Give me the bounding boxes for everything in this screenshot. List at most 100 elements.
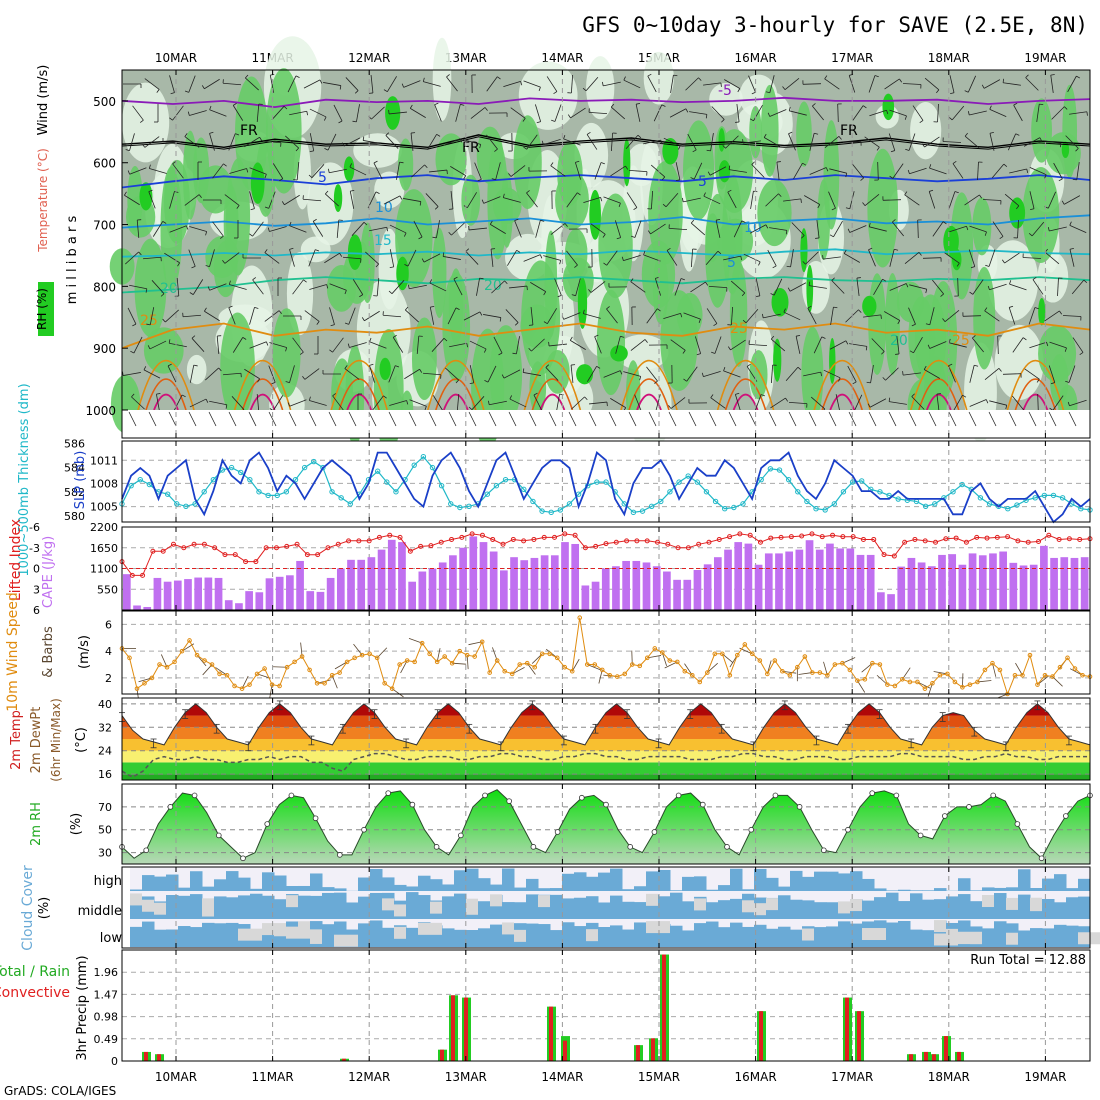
wind-barb-flag (1064, 347, 1067, 352)
wind-barb (864, 136, 880, 148)
wind-barb-flag (204, 307, 207, 312)
thickness-point (703, 489, 710, 495)
rh-dry-cell (432, 37, 452, 122)
isotherm-label: 20 (160, 281, 178, 297)
lifted-index-point (994, 534, 1000, 540)
wind-barb (436, 648, 441, 662)
lifted-index-point (150, 548, 156, 554)
cloud-gap (466, 902, 478, 915)
wind-barb (471, 396, 485, 410)
wind-barb (997, 335, 999, 355)
lifted-index-point (685, 545, 691, 551)
rh-point (1063, 813, 1069, 819)
wind-speed-point (930, 680, 935, 686)
thickness-point (238, 469, 244, 476)
wind-barb (989, 283, 1007, 291)
wind-speed-point (787, 672, 793, 678)
wind-speed-point (735, 652, 740, 658)
wind-speed-point (539, 651, 545, 657)
lifted-index-point (243, 559, 249, 565)
wind-speed-point (434, 659, 440, 665)
surface-barb (128, 411, 137, 427)
thickness-point (1050, 492, 1057, 499)
wind-barb-flag (564, 223, 568, 227)
wind-barb (864, 194, 880, 206)
wind-barb-flag (654, 380, 658, 384)
lifted-index-point (593, 543, 599, 549)
wind-barb-flag (187, 111, 190, 116)
wind-barb (224, 194, 240, 206)
rh-dry-cell (586, 56, 615, 120)
wind-barb (583, 313, 601, 319)
top-date-labels: 10MAR11MAR12MAR13MAR14MAR15MAR16MAR17MAR… (155, 51, 1067, 65)
wind-barb (725, 135, 739, 149)
cloud-cell (922, 899, 935, 919)
surface-barb (328, 411, 337, 427)
wind-barb (1015, 662, 1023, 676)
cloud-cell (406, 892, 419, 919)
cloud-cell (274, 875, 287, 891)
wind-barb-flag (509, 395, 513, 400)
wind-barb (770, 338, 786, 352)
thickness-point (137, 476, 143, 483)
lifted-index-point (1046, 532, 1052, 538)
wind-barb-flag (1083, 279, 1088, 283)
wind-barb (810, 396, 826, 410)
cape-bar (917, 562, 926, 610)
cape-bar (550, 555, 559, 610)
precip-convective-bar (662, 954, 666, 1061)
lifted-index-point (788, 534, 794, 540)
wind-barb (1017, 219, 1019, 239)
wind-barb (543, 138, 561, 146)
cape-bar (948, 554, 957, 610)
wind-barb-flag (722, 145, 726, 149)
rh-point (409, 801, 416, 808)
cape-bar (999, 551, 1007, 610)
wind-barb-flag (375, 263, 379, 268)
wind-speed-point (239, 686, 245, 691)
wind-barb (823, 661, 828, 676)
wind-barb-flag (477, 178, 482, 182)
cloud-cell (226, 897, 239, 919)
wind-barb (429, 169, 447, 173)
cape-bar (224, 600, 233, 610)
wind-barb (623, 254, 641, 262)
wind-barb (292, 279, 304, 295)
wind-barb (804, 195, 820, 205)
wind-barb-flag (309, 150, 314, 152)
cape-bar (887, 594, 895, 610)
lifted-index-point (160, 548, 166, 554)
wind-barb-flag (925, 323, 930, 326)
surface-barb (588, 411, 597, 427)
wind-barb-flag (796, 334, 801, 337)
thickness-point (886, 492, 892, 499)
cloud-cell (910, 890, 923, 891)
wind-barb (1024, 368, 1040, 380)
wind-barb (587, 664, 601, 671)
wind-barb-flag (419, 369, 423, 373)
wind-barb-flag (468, 406, 473, 410)
wind-barb-flag (1015, 133, 1020, 136)
wind-barb (566, 250, 578, 266)
wind-barb-flag (616, 237, 621, 240)
rh-saturated-cell (347, 234, 363, 270)
date-label-bottom: 16MAR (735, 1070, 777, 1084)
wind-barb-flag (802, 162, 807, 166)
wind-barb (302, 198, 322, 202)
wind-speed-point (652, 646, 658, 651)
wind-speed-point (614, 674, 620, 679)
wind-barb (490, 249, 494, 267)
wind-barb (1009, 168, 1027, 174)
wind-barb (269, 226, 287, 232)
credit-label: GrADS: COLA/IGES (4, 1084, 116, 1098)
rh-point (264, 821, 271, 827)
wind-barb (422, 372, 442, 376)
wind-speed-point (629, 662, 635, 667)
wind-speed-point (344, 659, 350, 665)
wind-barb (1057, 277, 1059, 297)
wind-speed-point (855, 678, 860, 683)
wind-barb (835, 394, 841, 412)
wind-barb (289, 225, 307, 233)
isotherm-line (121, 276, 1091, 294)
cloud-cell (826, 902, 839, 919)
